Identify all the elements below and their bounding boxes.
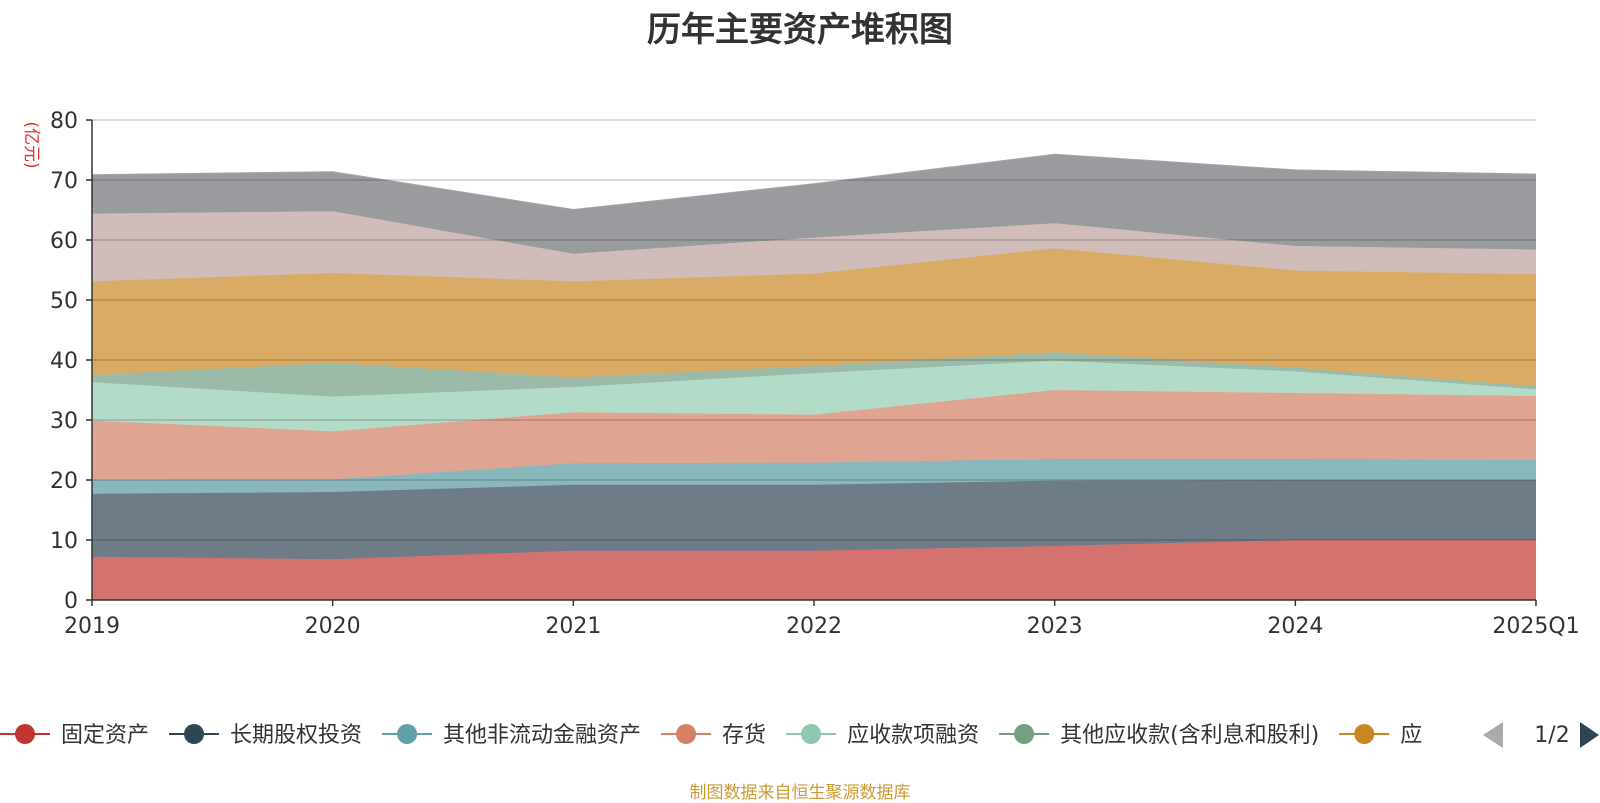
legend-prev-page-icon[interactable]	[1483, 722, 1503, 748]
legend-label-3: 存货	[722, 723, 766, 748]
x-tick-label-2023: 2023	[1027, 614, 1083, 639]
legend-marker-1	[184, 724, 205, 744]
legend-item-0[interactable]: 固定资产	[0, 723, 149, 748]
legend-item-3[interactable]: 存货	[661, 723, 766, 748]
x-tick-label-2020: 2020	[305, 614, 361, 639]
x-tick-label-2019: 2019	[64, 614, 120, 639]
y-tick-label-80: 80	[50, 109, 78, 134]
legend-item-5[interactable]: 其他应收款(含利息和股利)	[999, 723, 1319, 748]
area-series-4	[92, 360, 1536, 432]
legend-item-2[interactable]: 其他非流动金融资产	[382, 723, 641, 748]
y-tick-label-40: 40	[50, 349, 78, 374]
legend-label-5: 其他应收款(含利息和股利)	[1060, 723, 1319, 748]
x-tick-label-2025Q1: 2025Q1	[1492, 614, 1579, 639]
legend-marker-5	[1014, 724, 1035, 744]
y-axis-unit-label: (亿元)	[21, 121, 41, 168]
legend-marker-3	[676, 724, 697, 744]
legend-item-4[interactable]: 应收款项融资	[786, 723, 979, 748]
y-tick-label-50: 50	[50, 289, 78, 314]
area-series-1	[92, 480, 1536, 560]
legend-item-truncated[interactable]: 应	[1339, 723, 1422, 748]
legend-next-page-icon[interactable]	[1580, 722, 1599, 748]
legend-marker-4	[801, 724, 822, 744]
y-tick-label-10: 10	[50, 529, 78, 554]
area-series-7	[92, 211, 1536, 282]
area-series-2	[92, 459, 1536, 494]
legend-marker-2	[397, 724, 418, 744]
legend-label-1: 长期股权投资	[230, 723, 362, 748]
legend-label-truncated: 应	[1400, 723, 1422, 748]
y-tick-label-20: 20	[50, 469, 78, 494]
area-series-8	[92, 154, 1536, 254]
area-line-8	[91, 153, 1537, 212]
legend-label-0: 固定资产	[61, 723, 149, 748]
legend-page-indicator: 1/2	[1534, 723, 1569, 748]
chart-title: 历年主要资产堆积图	[647, 10, 953, 50]
legend-label-2: 其他非流动金融资产	[443, 723, 641, 748]
x-tick-label-2022: 2022	[786, 614, 842, 639]
y-tick-label-70: 70	[50, 169, 78, 194]
area-series-6	[92, 248, 1536, 387]
area-series-3	[92, 390, 1536, 480]
legend-label-4: 应收款项融资	[847, 723, 979, 748]
legend-marker-0	[15, 724, 35, 744]
legend-marker-truncated	[1354, 724, 1375, 744]
x-tick-label-2024: 2024	[1267, 614, 1323, 639]
y-tick-label-60: 60	[50, 229, 78, 254]
y-tick-label-30: 30	[50, 409, 78, 434]
source-note: 制图数据来自恒生聚源数据库	[689, 783, 911, 803]
x-tick-label-2021: 2021	[545, 614, 601, 639]
legend-item-1[interactable]: 长期股权投资	[169, 723, 362, 748]
y-tick-label-0: 0	[64, 589, 78, 614]
area-series-5	[92, 352, 1536, 397]
